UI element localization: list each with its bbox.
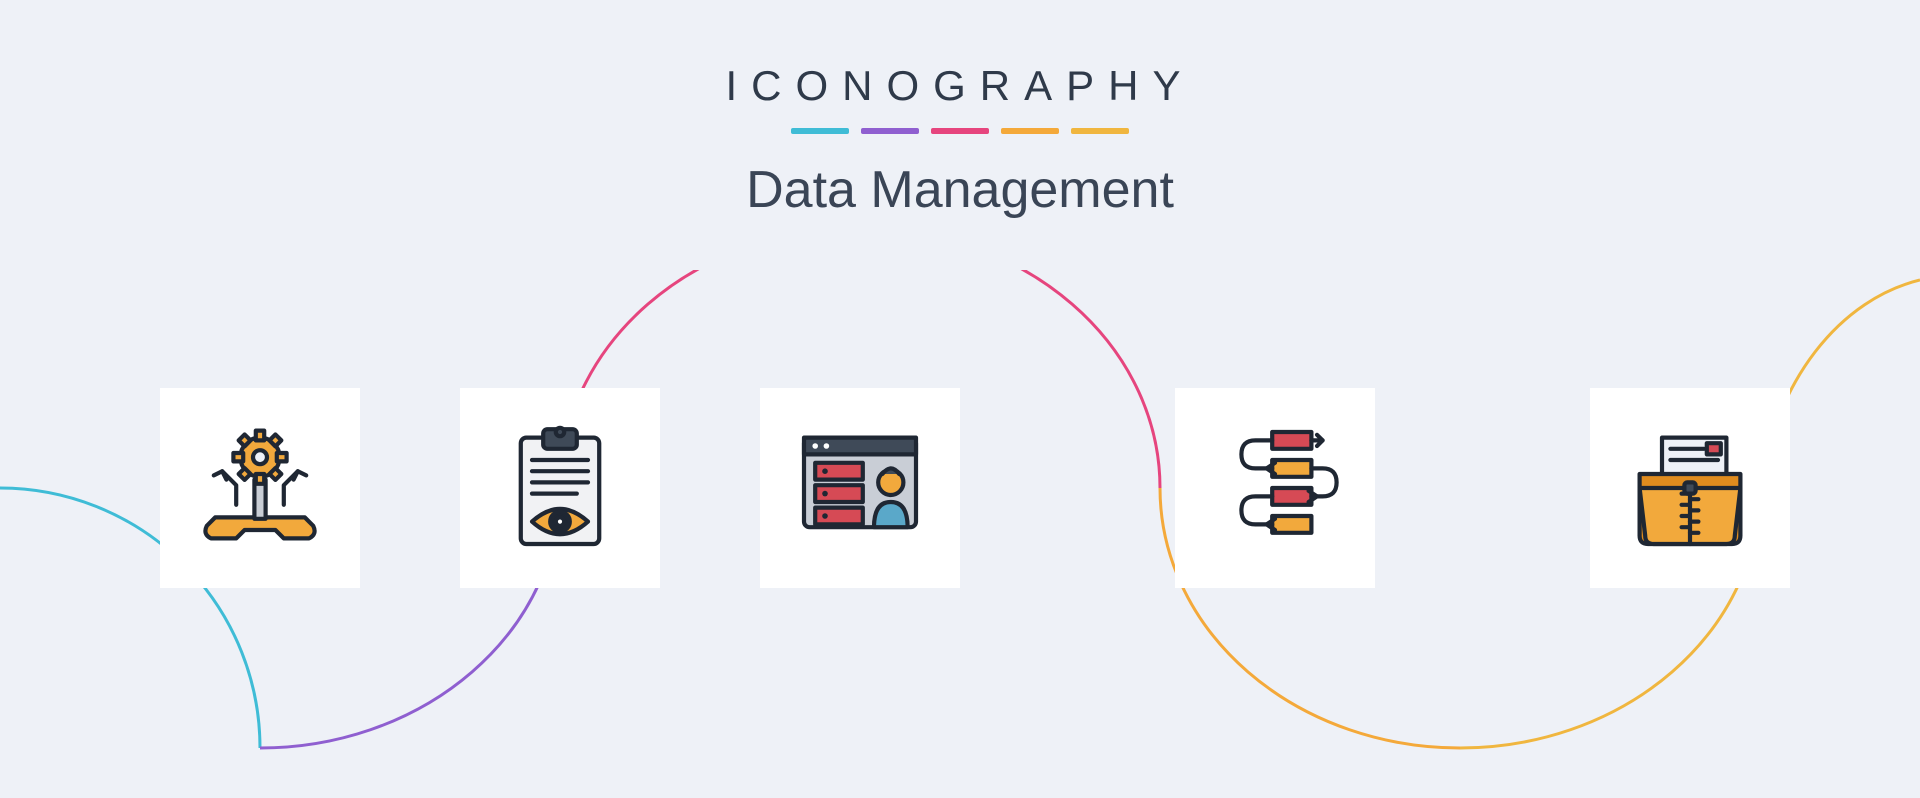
brand-stripe [1001,128,1059,134]
data-flow-icon-tile [1175,388,1375,588]
data-flow-icon [1205,418,1345,558]
settings-wrench-icon [190,418,330,558]
settings-wrench-icon-tile [160,388,360,588]
brand-stripes [0,128,1920,134]
clipboard-view-icon-tile [460,388,660,588]
archive-folder-icon [1620,418,1760,558]
header: ICONOGRAPHY Data Management [0,0,1920,220]
brand-stripe [931,128,989,134]
brand-stripe [791,128,849,134]
icon-stage [0,270,1920,798]
clipboard-view-icon [490,418,630,558]
brand-stripe [861,128,919,134]
brand-title: ICONOGRAPHY [0,62,1920,110]
brand-stripe [1071,128,1129,134]
archive-folder-icon-tile [1590,388,1790,588]
user-database-icon [790,418,930,558]
page-subtitle: Data Management [0,160,1920,220]
user-database-icon-tile [760,388,960,588]
